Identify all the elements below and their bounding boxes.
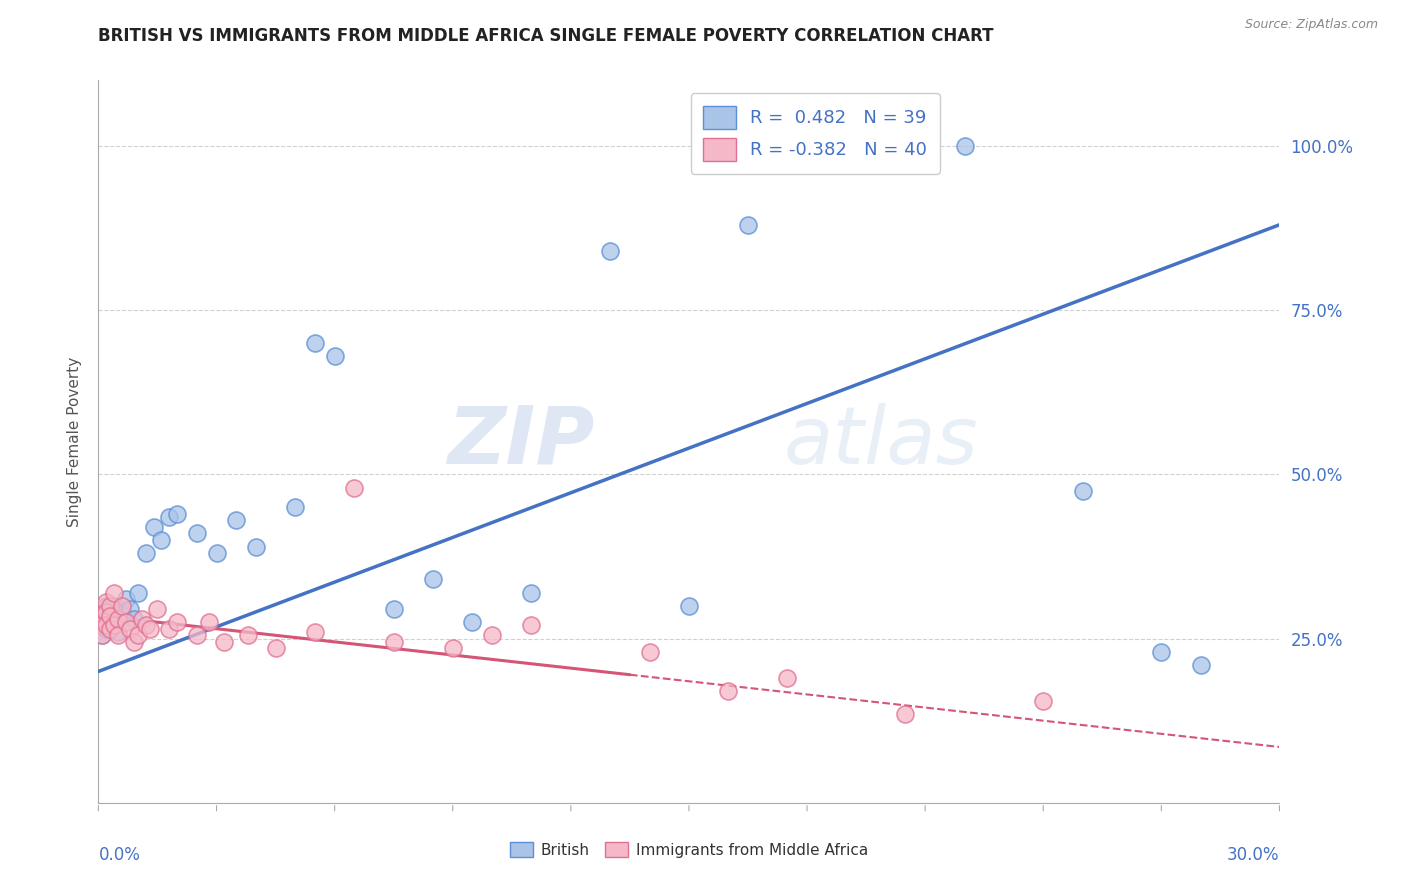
Point	[422, 573, 444, 587]
Text: atlas: atlas	[783, 402, 979, 481]
Point	[111, 605, 134, 619]
Point	[894, 707, 917, 722]
Point	[343, 481, 366, 495]
Point	[98, 622, 121, 636]
Point	[323, 349, 346, 363]
Point	[103, 599, 125, 613]
Point	[214, 635, 236, 649]
Point	[1189, 657, 1212, 672]
Text: BRITISH VS IMMIGRANTS FROM MIDDLE AFRICA SINGLE FEMALE POVERTY CORRELATION CHART: BRITISH VS IMMIGRANTS FROM MIDDLE AFRICA…	[98, 27, 994, 45]
Point	[157, 622, 180, 636]
Point	[157, 510, 180, 524]
Point	[122, 612, 145, 626]
Point	[127, 628, 149, 642]
Point	[135, 546, 157, 560]
Point	[382, 602, 405, 616]
Point	[107, 625, 129, 640]
Point	[96, 599, 118, 613]
Point	[127, 585, 149, 599]
Text: Source: ZipAtlas.com: Source: ZipAtlas.com	[1244, 18, 1378, 31]
Point	[115, 592, 138, 607]
Point	[98, 618, 121, 632]
Point	[186, 628, 208, 642]
Point	[1032, 694, 1054, 708]
Text: 0.0%: 0.0%	[98, 847, 141, 864]
Point	[122, 635, 145, 649]
Point	[98, 599, 121, 613]
Point	[205, 546, 228, 560]
Point	[103, 618, 125, 632]
Point	[481, 628, 503, 642]
Point	[236, 628, 259, 642]
Point	[382, 635, 405, 649]
Point	[115, 615, 138, 630]
Point	[304, 625, 326, 640]
Point	[953, 139, 976, 153]
Point	[225, 513, 247, 527]
Point	[91, 608, 114, 623]
Point	[875, 139, 897, 153]
Point	[264, 641, 287, 656]
Point	[304, 336, 326, 351]
Point	[142, 520, 165, 534]
Point	[98, 612, 121, 626]
Point	[186, 526, 208, 541]
Point	[103, 585, 125, 599]
Point	[461, 615, 484, 630]
Point	[107, 612, 129, 626]
Point	[166, 615, 188, 630]
Text: ZIP: ZIP	[447, 402, 595, 481]
Point	[166, 507, 188, 521]
Point	[96, 595, 118, 609]
Point	[135, 618, 157, 632]
Point	[138, 622, 160, 636]
Point	[197, 615, 219, 630]
Point	[111, 599, 134, 613]
Legend: British, Immigrants from Middle Africa: British, Immigrants from Middle Africa	[503, 836, 875, 863]
Point	[91, 608, 114, 623]
Point	[146, 602, 169, 616]
Point	[520, 618, 543, 632]
Point	[103, 615, 125, 630]
Point	[1071, 483, 1094, 498]
Point	[150, 533, 173, 547]
Point	[737, 218, 759, 232]
Point	[776, 671, 799, 685]
Point	[107, 628, 129, 642]
Point	[91, 628, 114, 642]
Point	[118, 622, 141, 636]
Point	[118, 602, 141, 616]
Point	[91, 628, 114, 642]
Point	[96, 605, 118, 619]
Point	[717, 684, 740, 698]
Point	[98, 608, 121, 623]
Point	[284, 500, 307, 515]
Point	[1150, 645, 1173, 659]
Point	[599, 244, 621, 258]
Point	[441, 641, 464, 656]
Point	[131, 612, 153, 626]
Point	[678, 599, 700, 613]
Point	[638, 645, 661, 659]
Y-axis label: Single Female Poverty: Single Female Poverty	[66, 357, 82, 526]
Point	[96, 618, 118, 632]
Point	[245, 540, 267, 554]
Point	[96, 622, 118, 636]
Point	[91, 618, 114, 632]
Text: 30.0%: 30.0%	[1227, 847, 1279, 864]
Point	[520, 585, 543, 599]
Point	[107, 608, 129, 623]
